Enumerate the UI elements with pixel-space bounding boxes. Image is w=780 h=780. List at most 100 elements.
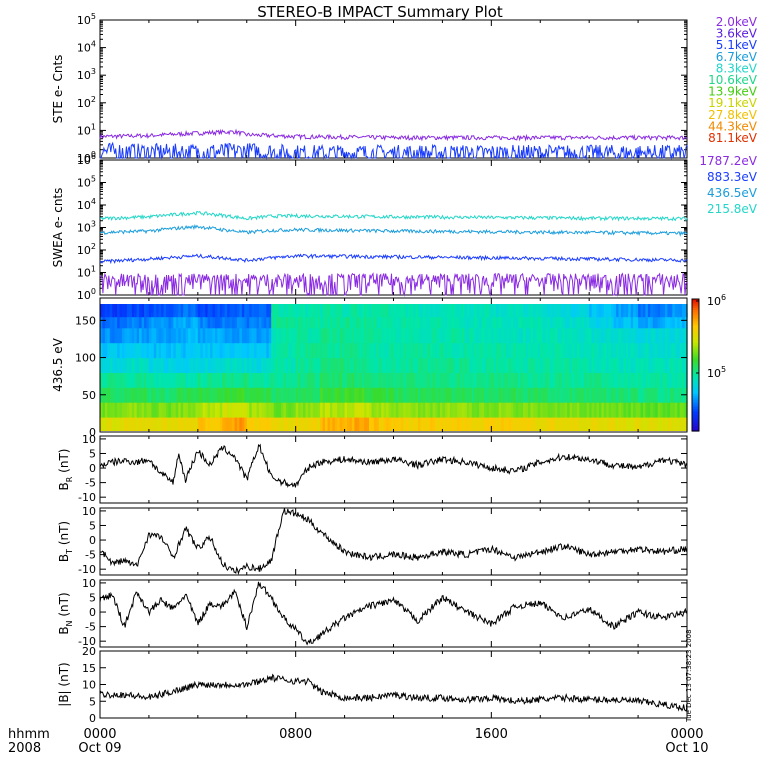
heatmap-cell — [100, 372, 104, 388]
heatmap-cell — [359, 417, 363, 431]
heatmap-cell — [288, 417, 292, 431]
heatmap-cell — [613, 417, 617, 431]
heatmap-cell — [156, 327, 160, 344]
heatmap-cell — [420, 357, 424, 373]
heatmap-cell — [342, 387, 346, 403]
heatmap-cell — [569, 357, 573, 373]
heatmap-cell — [569, 304, 573, 318]
heatmap-cell — [669, 417, 673, 431]
heatmap-cell — [104, 417, 108, 431]
heatmap-cell — [672, 372, 676, 388]
heatmap-cell — [244, 357, 248, 373]
heatmap-cell — [263, 304, 267, 318]
heatmap-cell — [168, 342, 172, 359]
heatmap-cell — [139, 387, 143, 403]
heatmap-cell — [677, 417, 681, 431]
heatmap-cell — [484, 312, 488, 329]
heatmap-cell — [432, 312, 436, 329]
heatmap-cell — [535, 402, 539, 418]
heatmap-cell — [329, 402, 333, 418]
heatmap-cell — [131, 402, 135, 418]
heatmap-cell — [175, 372, 179, 388]
heatmap-cell — [298, 342, 302, 359]
heatmap-cell — [474, 417, 478, 431]
heatmap-cell — [283, 387, 287, 403]
y-tick-label: 150 — [75, 314, 96, 327]
heatmap-cell — [158, 312, 162, 329]
heatmap-cell — [351, 342, 355, 359]
heatmap-cell — [192, 327, 196, 344]
heatmap-cell — [567, 372, 571, 388]
heatmap-cell — [457, 372, 461, 388]
heatmap-cell — [606, 402, 610, 418]
heatmap-cell — [173, 312, 177, 329]
colorbar-segment — [692, 314, 699, 318]
heatmap-cell — [437, 304, 441, 318]
heatmap-cell — [491, 387, 495, 403]
heatmap-cell — [219, 372, 223, 388]
heatmap-cell — [170, 387, 174, 403]
heatmap-cell — [581, 357, 585, 373]
heatmap-cell — [190, 357, 194, 373]
y-tick-label: 105 — [77, 12, 96, 27]
heatmap-cell — [542, 312, 546, 329]
heatmap-cell — [525, 304, 529, 318]
heatmap-cell — [496, 372, 500, 388]
heatmap-cell — [329, 312, 333, 329]
heatmap-cell — [117, 402, 121, 418]
heatmap-cell — [322, 327, 326, 344]
heatmap-cell — [625, 372, 629, 388]
heatmap-cell — [452, 327, 456, 344]
heatmap-cell — [679, 342, 683, 359]
x-tick-date-label: Oct 10 — [665, 741, 708, 756]
heatmap-cell — [513, 357, 517, 373]
heatmap-cell — [215, 304, 219, 318]
heatmap-cell — [153, 372, 157, 388]
heatmap-cell — [332, 342, 336, 359]
heatmap-cell — [508, 312, 512, 329]
heatmap-cell — [212, 417, 216, 431]
series-line — [99, 272, 688, 297]
heatmap-cell — [442, 312, 446, 329]
heatmap-cell — [503, 387, 507, 403]
heatmap-cell — [528, 372, 532, 388]
heatmap-cell — [378, 402, 382, 418]
heatmap-cell — [190, 372, 194, 388]
legend-entry: 13.9keV — [708, 85, 758, 99]
heatmap-cell — [662, 312, 666, 329]
heatmap-cell — [621, 387, 625, 403]
heatmap-cell — [134, 312, 138, 329]
heatmap-cell — [249, 327, 253, 344]
legend-entry: 44.3keV — [708, 119, 758, 133]
heatmap-cell — [268, 402, 272, 418]
colorbar-segment — [692, 371, 699, 375]
heatmap-cell — [356, 327, 360, 344]
heatmap-cell — [293, 312, 297, 329]
heatmap-cell — [371, 327, 375, 344]
heatmap-cell — [129, 312, 133, 329]
heatmap-cell — [435, 387, 439, 403]
heatmap-cell — [388, 342, 392, 359]
heatmap-cell — [427, 357, 431, 373]
heatmap-cell — [567, 312, 571, 329]
heatmap-cell — [525, 327, 529, 344]
heatmap-cell — [618, 372, 622, 388]
heatmap-cell — [303, 372, 307, 388]
heatmap-cell — [180, 327, 184, 344]
heatmap-cell — [474, 402, 478, 418]
heatmap-cell — [393, 327, 397, 344]
heatmap-cell — [234, 342, 238, 359]
heatmap-cell — [554, 327, 558, 344]
heatmap-cell — [579, 327, 583, 344]
heatmap-cell — [342, 304, 346, 318]
heatmap-cell — [131, 387, 135, 403]
heatmap-cell — [356, 402, 360, 418]
heatmap-cell — [354, 304, 358, 318]
heatmap-cell — [669, 372, 673, 388]
heatmap-cell — [410, 342, 414, 359]
heatmap-cell — [540, 304, 544, 318]
heatmap-cell — [547, 387, 551, 403]
heatmap-cell — [161, 327, 165, 344]
colorbar-segment — [692, 349, 699, 353]
